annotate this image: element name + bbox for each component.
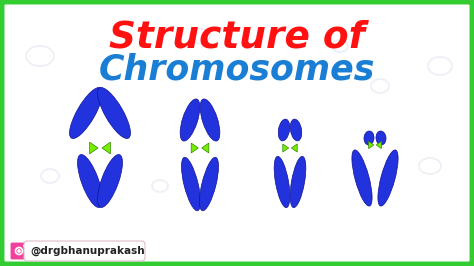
Ellipse shape <box>200 157 219 211</box>
Polygon shape <box>102 142 110 154</box>
Text: Structure of: Structure of <box>109 20 365 56</box>
Ellipse shape <box>278 119 290 141</box>
Polygon shape <box>292 144 297 152</box>
FancyBboxPatch shape <box>10 242 28 260</box>
Ellipse shape <box>98 88 130 139</box>
Ellipse shape <box>200 99 220 141</box>
Ellipse shape <box>78 155 102 207</box>
Ellipse shape <box>364 131 374 145</box>
Polygon shape <box>90 142 98 154</box>
Ellipse shape <box>180 99 200 141</box>
Ellipse shape <box>98 155 122 207</box>
Ellipse shape <box>70 88 102 139</box>
FancyBboxPatch shape <box>24 241 145 261</box>
Text: Chromosomes: Chromosomes <box>99 53 375 87</box>
Polygon shape <box>283 144 289 152</box>
Text: @drgbhanuprakash: @drgbhanuprakash <box>31 245 146 256</box>
Polygon shape <box>376 142 382 149</box>
Ellipse shape <box>182 157 201 211</box>
Ellipse shape <box>378 150 398 206</box>
Circle shape <box>18 250 20 252</box>
Ellipse shape <box>376 131 386 145</box>
Ellipse shape <box>352 150 372 206</box>
Ellipse shape <box>290 156 306 208</box>
Ellipse shape <box>274 156 290 208</box>
Circle shape <box>23 245 25 247</box>
Polygon shape <box>369 142 374 149</box>
Ellipse shape <box>290 119 302 141</box>
Polygon shape <box>191 143 198 153</box>
Polygon shape <box>201 143 209 153</box>
